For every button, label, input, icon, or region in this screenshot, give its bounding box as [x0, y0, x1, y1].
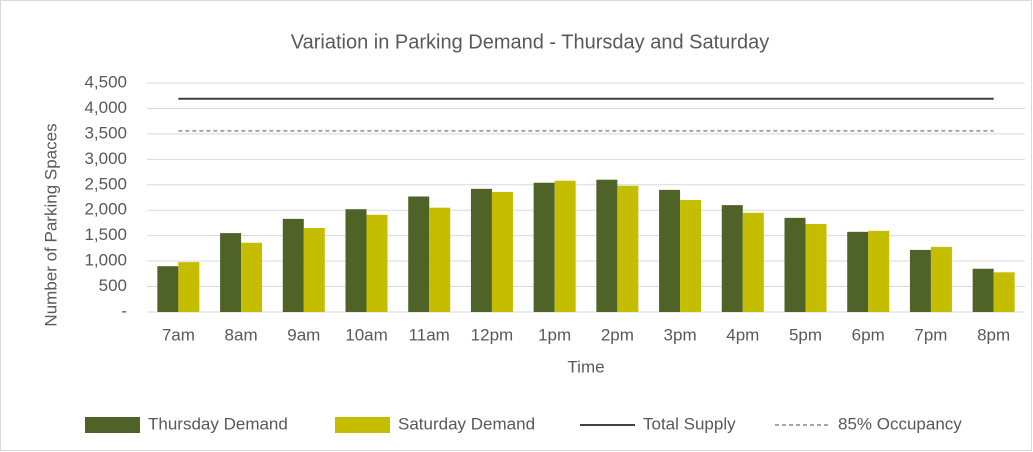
bar — [721, 205, 743, 312]
x-tick-label: 4pm — [726, 325, 759, 344]
x-tick-label: 3pm — [664, 325, 697, 344]
bar — [282, 218, 304, 312]
x-tick-label: 12pm — [471, 325, 514, 344]
chart-title: Variation in Parking Demand - Thursday a… — [291, 31, 769, 53]
x-tick-label: 10am — [345, 325, 388, 344]
y-tick-label: 4,000 — [84, 98, 127, 117]
bar — [554, 180, 576, 312]
y-tick-label: 2,000 — [84, 200, 127, 219]
bar — [930, 246, 952, 312]
x-tick-label: 6pm — [852, 325, 885, 344]
y-tick-label: 3,500 — [84, 123, 127, 142]
bar — [847, 231, 869, 312]
y-tick-label: 1,000 — [84, 251, 127, 270]
x-tick-label: 5pm — [789, 325, 822, 344]
bar — [909, 249, 931, 312]
legend-swatch — [85, 417, 140, 433]
bar — [157, 266, 179, 312]
legend-swatch — [335, 417, 390, 433]
bar — [868, 230, 890, 312]
bar — [596, 179, 618, 312]
legend-label: Saturday Demand — [398, 414, 535, 433]
x-tick-label: 8am — [225, 325, 258, 344]
y-tick-label: 4,500 — [84, 72, 127, 91]
y-tick-label: - — [121, 301, 127, 320]
x-tick-label: 11am — [409, 325, 450, 344]
bar — [178, 262, 200, 312]
bar — [617, 185, 639, 312]
bar — [993, 272, 1015, 312]
bar — [470, 188, 492, 312]
bar — [408, 196, 430, 312]
bar — [784, 217, 806, 312]
x-tick-label: 8pm — [977, 325, 1010, 344]
legend-label: 85% Occupancy — [838, 414, 962, 433]
bar — [303, 228, 325, 312]
bar — [659, 189, 681, 312]
bar — [429, 207, 451, 312]
bar — [533, 182, 555, 312]
x-tick-label: 7pm — [914, 325, 947, 344]
y-tick-label: 3,000 — [84, 149, 127, 168]
bar — [742, 212, 764, 312]
x-tick-label: 1pm — [538, 325, 571, 344]
y-tick-label: 2,500 — [84, 174, 127, 193]
bar — [805, 223, 827, 312]
bar — [241, 242, 263, 312]
x-tick-label: 7am — [162, 325, 195, 344]
bar — [366, 214, 388, 312]
legend-label: Total Supply — [643, 414, 736, 433]
x-tick-label: 2pm — [601, 325, 634, 344]
bar — [220, 233, 242, 312]
bar — [491, 191, 513, 312]
x-tick-label: 9am — [287, 325, 320, 344]
y-tick-label: 1,500 — [84, 225, 127, 244]
bar — [345, 209, 367, 312]
bar — [680, 200, 702, 312]
bar — [972, 268, 994, 312]
legend-label: Thursday Demand — [148, 414, 288, 433]
y-axis-label: Number of Parking Spaces — [41, 123, 60, 326]
x-axis-label: Time — [567, 357, 604, 376]
y-tick-label: 500 — [99, 276, 127, 295]
